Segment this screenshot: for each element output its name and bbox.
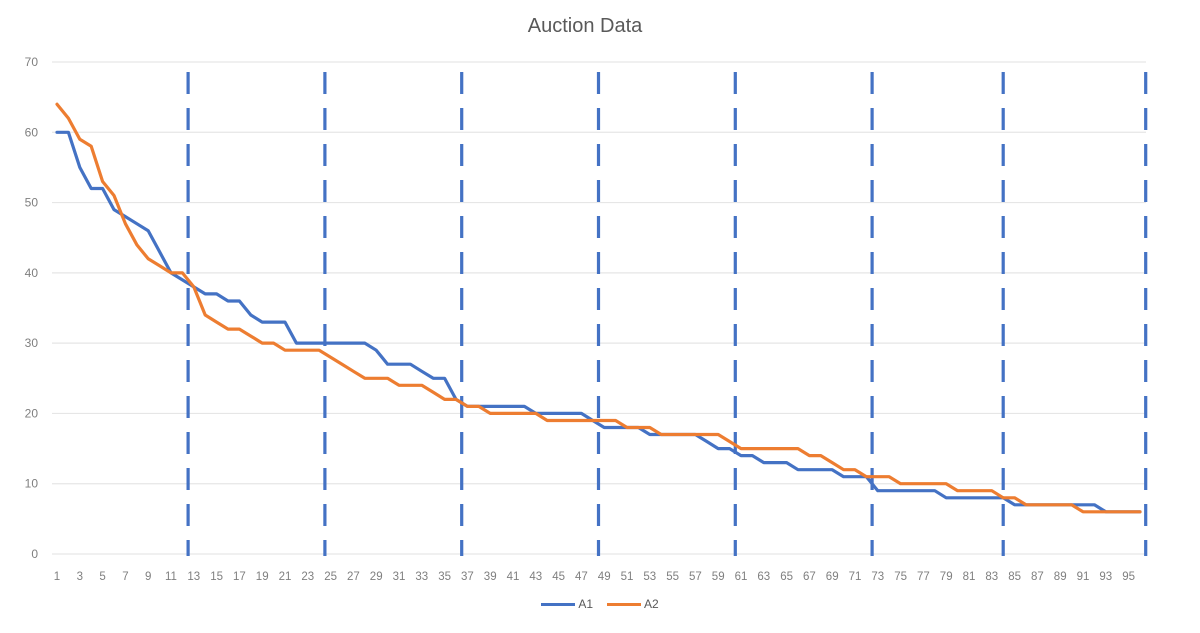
x-tick-label: 41 [507, 571, 520, 583]
x-tick-label: 51 [621, 571, 634, 583]
x-tick-label: 23 [301, 571, 314, 583]
x-tick-label: 15 [210, 571, 223, 583]
x-tick-label: 37 [461, 571, 474, 583]
x-tick-label: 87 [1031, 571, 1044, 583]
x-tick-label: 75 [894, 571, 907, 583]
y-tick-label: 60 [25, 125, 39, 139]
legend-swatch-a1 [541, 602, 576, 606]
x-tick-label: 81 [963, 571, 976, 583]
x-tick-label: 13 [187, 571, 200, 583]
x-tick-label: 29 [370, 571, 383, 583]
series-line-a2 [55, 102, 1142, 514]
series-line-a1 [55, 130, 1142, 514]
x-tick-label: 5 [99, 571, 105, 583]
x-tick-label: 85 [1008, 571, 1021, 583]
x-tick-label: 43 [529, 571, 542, 583]
x-tick-label: 49 [598, 571, 611, 583]
x-tick-label: 63 [757, 571, 770, 583]
x-tick-label: 1 [54, 571, 60, 583]
x-tick-label: 57 [689, 571, 702, 583]
legend-label-a1: A1 [578, 597, 593, 611]
x-tick-label: 53 [643, 571, 656, 583]
x-tick-label: 59 [712, 571, 725, 583]
x-tick-label: 33 [415, 571, 428, 583]
x-tick-label: 3 [77, 571, 83, 583]
x-tick-label: 27 [347, 571, 360, 583]
x-tick-label: 69 [826, 571, 839, 583]
x-tick-label: 55 [666, 571, 679, 583]
y-tick-label: 0 [31, 547, 38, 561]
chart-title: Auction Data [527, 15, 643, 37]
x-tick-label: 89 [1054, 571, 1067, 583]
y-tick-label: 30 [25, 336, 39, 350]
x-tick-label: 83 [985, 571, 998, 583]
x-tick-label: 17 [233, 571, 246, 583]
x-tick-label: 21 [279, 571, 292, 583]
x-tick-label: 7 [122, 571, 128, 583]
x-tick-label: 45 [552, 571, 565, 583]
x-tick-label: 73 [871, 571, 884, 583]
legend-item-a2: A2 [607, 597, 659, 611]
x-tick-label: 67 [803, 571, 816, 583]
x-tick-label: 77 [917, 571, 930, 583]
data-series [55, 102, 1142, 514]
y-tick-label: 70 [25, 55, 39, 69]
x-tick-label: 79 [940, 571, 953, 583]
x-tick-label: 39 [484, 571, 497, 583]
legend-item-a1: A1 [541, 597, 593, 611]
y-axis-ticks: 0 10 20 30 40 50 60 70 [25, 55, 39, 561]
x-tick-label: 91 [1077, 571, 1090, 583]
x-tick-label: 65 [780, 571, 793, 583]
y-tick-label: 20 [25, 406, 39, 420]
legend-label-a2: A2 [644, 597, 659, 611]
y-tick-label: 10 [25, 477, 39, 491]
x-tick-label: 95 [1122, 571, 1135, 583]
legend-swatch-a2 [607, 602, 641, 606]
x-tick-label: 35 [438, 571, 451, 583]
x-axis-ticks: 1 3 5 7 9 11 13 15 17 19 21 23 25 27 29 31 33 35 37 39 41 43 4… [54, 571, 1135, 583]
y-tick-label: 50 [25, 196, 39, 210]
y-tick-label: 40 [25, 266, 39, 280]
legend: A1 A2 [0, 597, 1200, 611]
x-tick-label: 93 [1099, 571, 1112, 583]
x-tick-label: 71 [849, 571, 862, 583]
x-tick-label: 19 [256, 571, 269, 583]
x-tick-label: 61 [735, 571, 748, 583]
x-tick-label: 31 [393, 571, 406, 583]
x-tick-label: 11 [165, 571, 177, 583]
x-tick-label: 47 [575, 571, 588, 583]
x-tick-label: 25 [324, 571, 337, 583]
x-tick-label: 9 [145, 571, 151, 583]
